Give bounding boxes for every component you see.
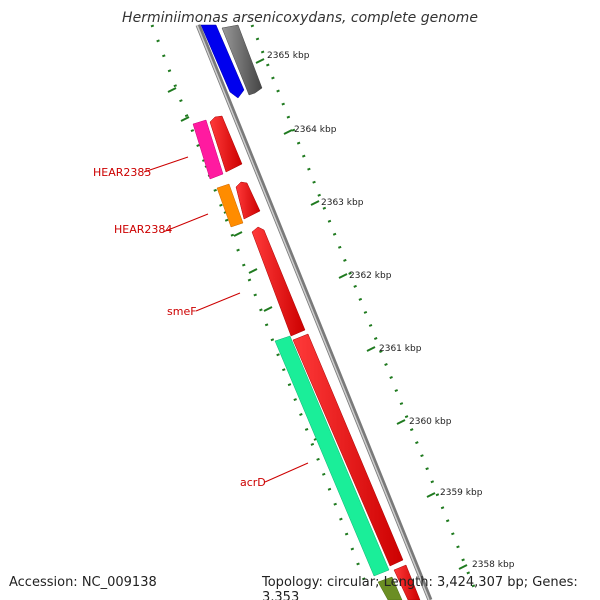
tick-label: 2363 kbp [321, 198, 364, 208]
cds-feature-red[interactable] [235, 181, 261, 220]
gene-label-hear2384[interactable]: HEAR2384 [114, 223, 172, 236]
label-leader [195, 292, 241, 312]
inner-tick [263, 306, 273, 312]
gene-label-hear2385[interactable]: HEAR2385 [93, 166, 151, 179]
inner-tick [180, 116, 190, 122]
label-leader [143, 156, 189, 173]
tick-mark [255, 58, 265, 64]
map-title: Herminiimonas arsenicoxydans, complete g… [122, 10, 478, 26]
tick-mark [458, 564, 468, 570]
cds-feature-pink[interactable] [192, 119, 224, 180]
genome-summary-text: Topology: circular; Length: 3,424,307 bp… [262, 575, 578, 600]
cds-feature-blue[interactable] [200, 24, 245, 99]
tick-label: 2362 kbp [349, 271, 392, 281]
tick-mark [426, 492, 436, 498]
tick-label: 2358 kbp [472, 560, 515, 570]
cds-feature-orange[interactable] [216, 183, 244, 228]
tick-label: 2365 kbp [267, 51, 310, 61]
cds-feature-gray[interactable] [221, 24, 263, 96]
cds-feature-red[interactable] [393, 564, 421, 600]
tick-mark [283, 129, 293, 135]
tick-mark [310, 200, 320, 206]
cds-feature-acrD-teal[interactable] [274, 335, 390, 577]
accession-text: Accession: NC_009138 [9, 575, 157, 590]
inner-tick [233, 231, 243, 237]
label-leader [264, 462, 309, 483]
cds-feature-smeF-red[interactable] [292, 333, 404, 567]
inner-tick [167, 87, 177, 93]
tick-mark [338, 273, 348, 279]
gene-label-smef[interactable]: smeF [167, 305, 197, 318]
backbone-highlight [196, 24, 430, 600]
cds-feature-red[interactable] [209, 115, 243, 173]
tick-label: 2364 kbp [294, 125, 337, 135]
tick-mark [366, 346, 376, 352]
tick-label: 2361 kbp [379, 344, 422, 354]
tick-label: 2359 kbp [440, 488, 483, 498]
tick-mark [396, 419, 406, 425]
backbone-line [195, 24, 433, 600]
gene-label-acrd[interactable]: acrD [240, 476, 266, 489]
tick-label: 2360 kbp [409, 417, 452, 427]
label-leader [162, 213, 209, 233]
cds-feature-olive[interactable] [377, 576, 403, 600]
inner-tick [248, 268, 258, 274]
cds-feature-red[interactable] [251, 226, 306, 337]
